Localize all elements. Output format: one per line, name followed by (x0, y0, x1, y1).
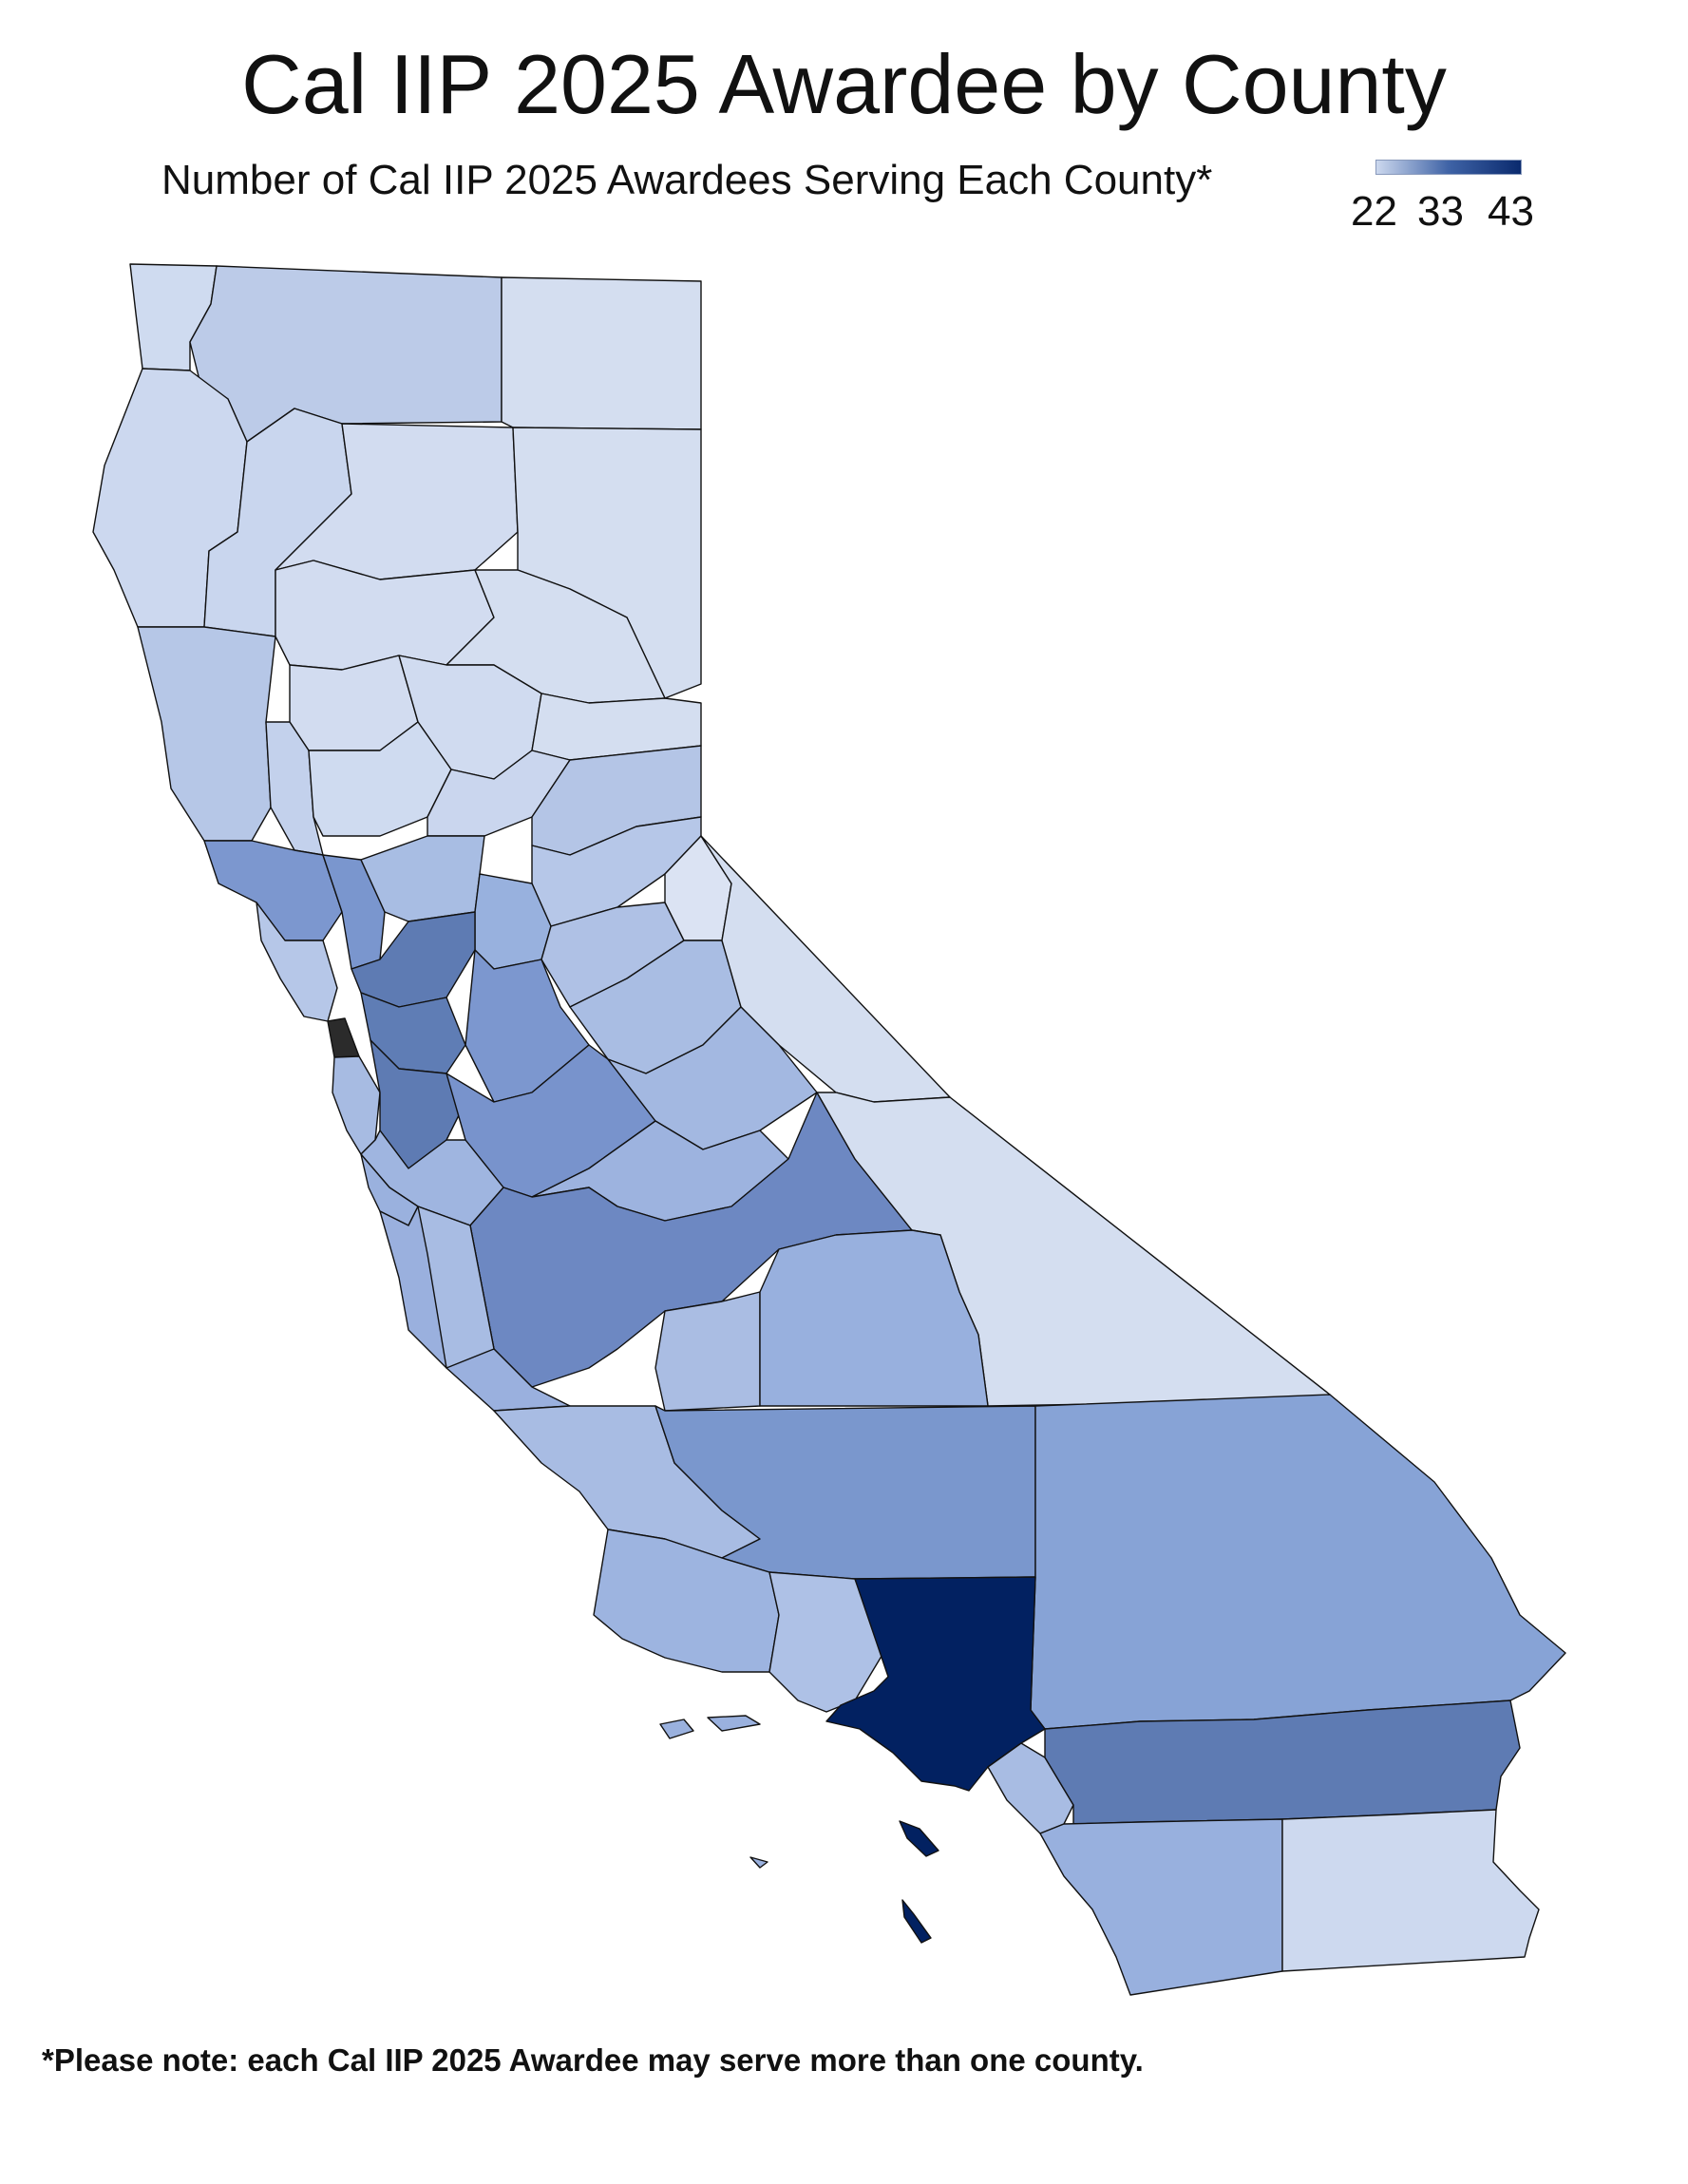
legend-color-bar (1375, 160, 1522, 175)
legend-max-label: 43 (1488, 188, 1534, 235)
county-kings[interactable] (654, 1291, 761, 1412)
county-san-bernardino[interactable] (1030, 1394, 1566, 1730)
footnote: *Please note: each Cal IIP 2025 Awardee … (42, 2042, 1144, 2078)
county-san-mateo[interactable] (332, 1055, 381, 1155)
county-sonoma[interactable] (203, 840, 343, 941)
island-san-clemente[interactable] (901, 1899, 932, 1944)
county-imperial[interactable] (1281, 1809, 1540, 1972)
county-modoc[interactable] (501, 276, 702, 430)
county-san-benito[interactable] (417, 1206, 495, 1369)
island-catalina[interactable] (899, 1820, 939, 1857)
legend-mid-label: 33 (1417, 188, 1464, 235)
map-title: Cal IIP 2025 Awardee by County (241, 37, 1447, 131)
island-san-nicolas[interactable] (749, 1856, 768, 1869)
island-santa-rosa[interactable] (659, 1719, 694, 1739)
county-los-angeles[interactable] (825, 1576, 1046, 1792)
county-mendocino[interactable] (137, 626, 276, 842)
county-orange[interactable] (987, 1742, 1074, 1834)
map-subtitle: Number of Cal IIP 2025 Awardees Serving … (161, 157, 1213, 203)
legend-min-label: 22 (1351, 188, 1397, 235)
island-santa-cruz[interactable] (707, 1715, 761, 1732)
county-san-francisco[interactable] (327, 1017, 360, 1058)
county-san-diego[interactable] (1039, 1818, 1283, 1996)
county-tulare[interactable] (759, 1229, 989, 1407)
county-siskiyou[interactable] (189, 265, 503, 443)
